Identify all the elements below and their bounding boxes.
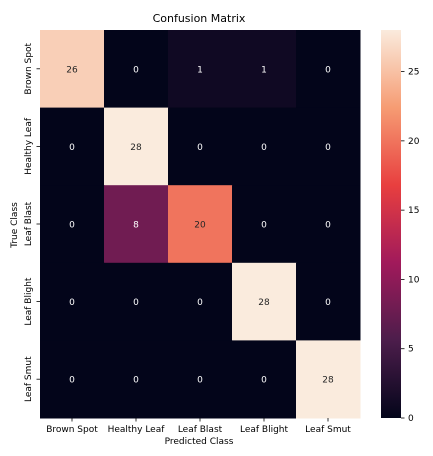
cell-value-label: 0 [197,376,203,386]
colorbar-tick-label: 25 [408,68,419,78]
x-tick-label: Brown Spot [46,425,98,435]
y-axis-label: True Class [10,202,20,249]
heatmap-cell [296,262,361,341]
heatmap-cell [168,185,233,264]
colorbar-tick-label: 0 [408,414,414,424]
cell-value-label: 0 [69,143,75,153]
y-axis-ticks: Brown Spot Healthy Leaf Leaf Blast Leaf Bli… [24,43,40,402]
cell-value-label: 0 [197,143,203,153]
cell-value-label: 28 [130,143,142,153]
heatmap-cell [296,340,361,419]
x-tick-label: Leaf Blight [240,425,289,435]
cell-value-label: 0 [197,298,203,308]
cell-value-label: 0 [261,221,267,231]
heatmap-cell [296,107,361,186]
heatmap-cell [232,340,297,419]
y-tick-label: Healthy Leaf [24,117,34,175]
y-tick-label: Leaf Smut [24,356,34,402]
heatmap-cell [104,262,169,341]
cell-value-label: 0 [261,376,267,386]
cell-value-label: 28 [258,298,270,308]
y-tick-label: Leaf Blight [24,277,34,326]
cell-value-label: 0 [69,298,75,308]
y-tick-label: Brown Spot [24,43,34,95]
cell-value-label: 0 [69,221,75,231]
cell-value-label: 0 [133,298,139,308]
heatmap-cell [296,185,361,264]
chart-title: Confusion Matrix [153,12,246,25]
colorbar-tick-label: 15 [408,206,419,216]
heatmap-cell-labels: 26 0 1 1 0 0 28 0 0 0 0 8 20 0 0 0 0 0 28 0 0 0 0 0 28 [66,65,334,385]
y-tick-label: Leaf Blast [24,201,34,246]
heatmap-cell [232,185,297,264]
cell-value-label: 20 [194,221,206,231]
x-axis-label: Predicted Class [165,437,234,447]
heatmap-cells [40,30,361,419]
colorbar-ticks: 0 5 10 15 20 25 [401,68,420,424]
heatmap-cell [104,30,169,109]
cell-value-label: 0 [325,221,331,231]
colorbar-tick-label: 10 [408,275,420,285]
colorbar-tick-label: 20 [408,137,420,147]
heatmap-cell [40,185,105,264]
heatmap-cell [232,107,297,186]
cell-value-label: 0 [133,376,139,386]
x-tick-label: Healthy Leaf [108,425,166,435]
heatmap-cell [296,30,361,109]
heatmap-cell [40,262,105,341]
heatmap-cell [40,107,105,186]
heatmap-cell [232,262,297,341]
x-tick-label: Leaf Blast [178,425,223,435]
heatmap-cell [104,340,169,419]
heatmap-cell [104,185,169,264]
heatmap-cell [232,30,297,109]
cell-value-label: 0 [69,376,75,386]
cell-value-label: 1 [197,65,203,75]
cell-value-label: 0 [133,65,139,75]
cell-value-label: 8 [133,221,139,231]
heatmap-cell [168,262,233,341]
heatmap-cell [40,340,105,419]
colorbar-tick-label: 5 [408,345,414,355]
cell-value-label: 1 [261,65,267,75]
x-axis-ticks: Brown Spot Healthy Leaf Leaf Blast Leaf Bli… [46,418,351,435]
cell-value-label: 0 [261,143,267,153]
heatmap-cell [104,107,169,186]
heatmap-cell [168,107,233,186]
x-tick-label: Leaf Smut [305,425,351,435]
cell-value-label: 0 [325,65,331,75]
cell-value-label: 26 [66,65,78,75]
cell-value-label: 0 [325,298,331,308]
cell-value-label: 28 [322,376,334,386]
cell-value-label: 0 [325,143,331,153]
heatmap-cell [168,340,233,419]
heatmap-cell [168,30,233,109]
colorbar [381,30,401,418]
heatmap-cell [40,30,105,109]
